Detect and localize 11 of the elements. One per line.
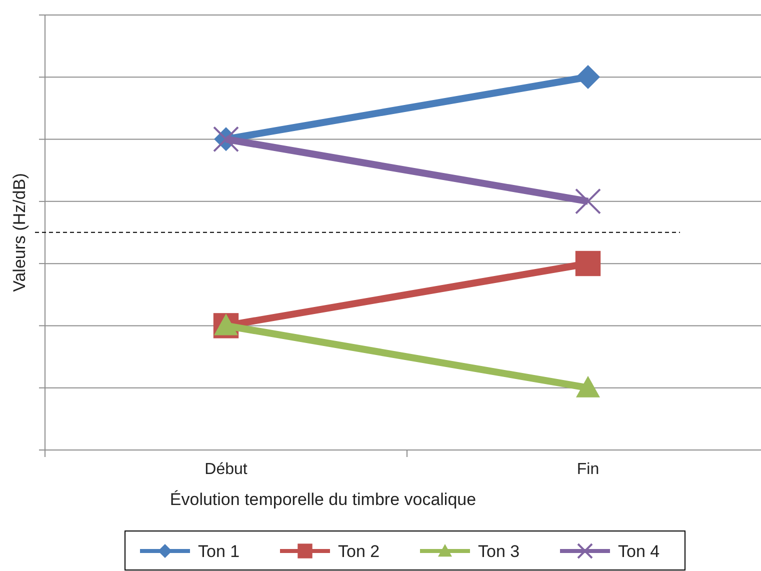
point bbox=[575, 250, 601, 276]
x-tick-label: Fin bbox=[576, 461, 600, 478]
x-axis-title: Évolution temporelle du timbre vocalique bbox=[170, 490, 476, 509]
legend-label: Ton 2 bbox=[338, 542, 380, 561]
legend-label: Ton 1 bbox=[198, 542, 240, 561]
point bbox=[576, 65, 600, 89]
y-axis-title: Valeurs (Hz/dB) bbox=[10, 173, 29, 292]
x-tick-label: Début bbox=[204, 461, 248, 478]
legend-label: Ton 4 bbox=[618, 542, 660, 561]
point bbox=[575, 188, 601, 214]
legend-label: Ton 3 bbox=[478, 542, 520, 561]
